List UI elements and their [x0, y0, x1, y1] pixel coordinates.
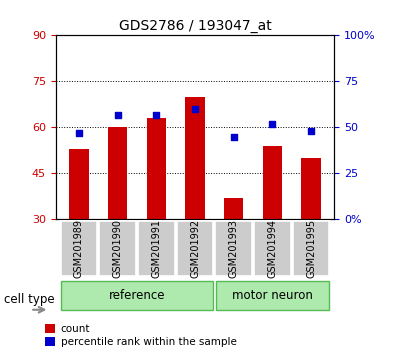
Text: GSM201994: GSM201994	[267, 219, 277, 278]
Point	[153, 112, 160, 118]
Bar	[301, 158, 321, 219]
Text: GSM201991: GSM201991	[151, 219, 161, 278]
Bar	[108, 127, 127, 219]
Text: motor neuron: motor neuron	[232, 289, 313, 302]
Bar	[138, 221, 175, 276]
Title: GDS2786 / 193047_at: GDS2786 / 193047_at	[119, 19, 271, 33]
Bar	[293, 221, 330, 276]
Bar	[224, 198, 244, 219]
Bar	[146, 118, 166, 219]
Legend: count, percentile rank within the sample: count, percentile rank within the sample	[45, 324, 236, 347]
Point	[230, 134, 237, 139]
Point	[192, 106, 198, 112]
Text: cell type: cell type	[4, 293, 55, 306]
Point	[76, 130, 82, 136]
Bar	[263, 146, 282, 219]
Point	[269, 121, 275, 127]
Text: GSM201990: GSM201990	[113, 219, 123, 278]
Bar	[60, 221, 97, 276]
Text: GSM201992: GSM201992	[190, 219, 200, 278]
Bar	[254, 221, 291, 276]
Text: reference: reference	[109, 289, 165, 302]
Point	[308, 128, 314, 134]
Point	[115, 112, 121, 118]
Bar	[216, 281, 329, 310]
Bar	[61, 281, 213, 310]
Bar	[177, 221, 213, 276]
Text: GSM201989: GSM201989	[74, 219, 84, 278]
Bar	[99, 221, 136, 276]
Text: GSM201995: GSM201995	[306, 219, 316, 278]
Bar	[215, 221, 252, 276]
Text: GSM201993: GSM201993	[229, 219, 239, 278]
Bar	[185, 97, 205, 219]
Bar	[69, 149, 89, 219]
